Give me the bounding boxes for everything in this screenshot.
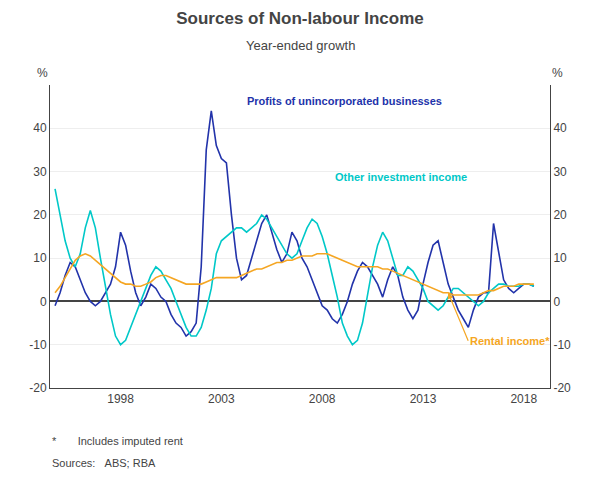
svg-text:2003: 2003 — [208, 392, 235, 406]
svg-text:-20: -20 — [29, 381, 47, 395]
svg-text:-10: -10 — [553, 338, 571, 352]
svg-text:30: 30 — [33, 165, 47, 179]
svg-text:Rental income*: Rental income* — [470, 335, 550, 347]
svg-text:20: 20 — [553, 208, 567, 222]
svg-text:20: 20 — [33, 208, 47, 222]
svg-text:10: 10 — [553, 251, 567, 265]
svg-text:Other investment income: Other investment income — [335, 171, 467, 183]
svg-text:1998: 1998 — [107, 392, 134, 406]
svg-text:10: 10 — [33, 251, 47, 265]
svg-text:0: 0 — [553, 295, 560, 309]
svg-text:Year-ended growth: Year-ended growth — [246, 38, 355, 53]
svg-text:40: 40 — [553, 121, 567, 135]
svg-text:Profits of unincorporated busi: Profits of unincorporated businesses — [247, 95, 442, 107]
svg-text:2013: 2013 — [410, 392, 437, 406]
svg-text:Sources: ABS; RBA: Sources: ABS; RBA — [52, 457, 156, 469]
svg-text:%: % — [37, 66, 48, 80]
svg-text:30: 30 — [553, 165, 567, 179]
svg-text:40: 40 — [33, 121, 47, 135]
svg-text:Sources of Non-labour Income: Sources of Non-labour Income — [176, 9, 423, 28]
svg-text:* Includes imputed rent: * Includes imputed rent — [52, 435, 183, 447]
svg-text:%: % — [552, 66, 563, 80]
svg-text:-10: -10 — [29, 338, 47, 352]
svg-text:0: 0 — [40, 295, 47, 309]
svg-text:2008: 2008 — [309, 392, 336, 406]
svg-text:-20: -20 — [553, 381, 571, 395]
svg-text:2018: 2018 — [510, 392, 537, 406]
